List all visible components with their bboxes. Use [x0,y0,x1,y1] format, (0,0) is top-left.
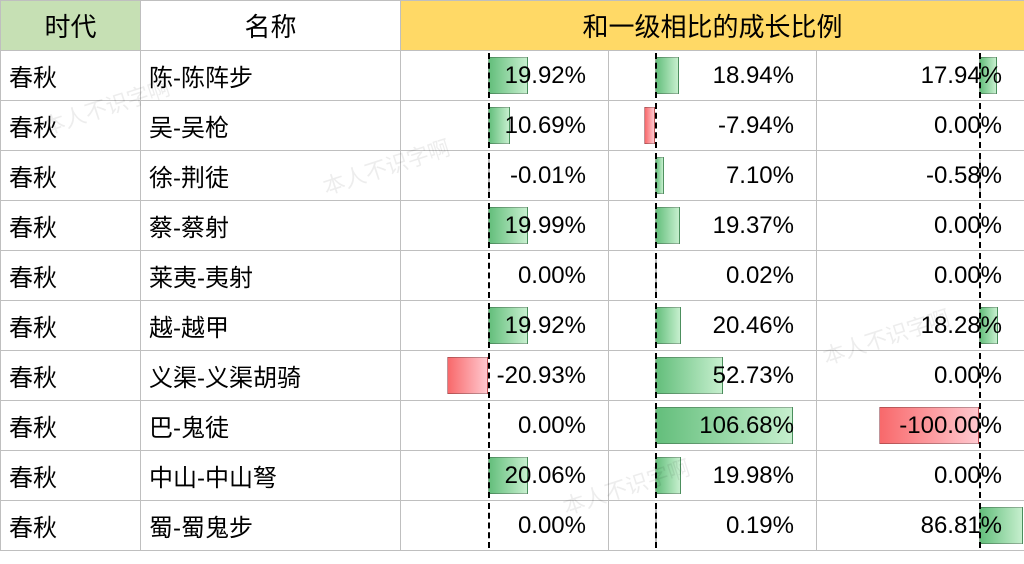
cell-value: 0.00% [817,351,1024,401]
cell-value: -100.00% [817,401,1024,451]
cell-era: 春秋 [1,501,141,551]
cell-name: 蜀-蜀鬼步 [141,501,401,551]
value-text: 19.92% [505,312,586,339]
table-row: 春秋莱夷-夷射 0.00% 0.02% 0.00% [1,251,1024,301]
cell-value: 19.92% [401,301,609,351]
table-row: 春秋中山-中山弩 20.06% 19.98% 0.00% [1,451,1024,501]
cell-name: 蔡-蔡射 [141,201,401,251]
cell-value: 19.92% [401,51,609,101]
cell-era: 春秋 [1,151,141,201]
table-row: 春秋吴-吴枪 10.69% -7.94% 0.00% [1,101,1024,151]
cell-value: 0.00% [817,101,1024,151]
cell-value: 18.28% [817,301,1024,351]
cell-era: 春秋 [1,351,141,401]
value-text: -20.93% [497,362,586,389]
header-row: 时代 名称 和一级相比的成长比例 [1,1,1024,51]
value-text: 18.28% [921,312,1002,339]
table-row: 春秋义渠-义渠胡骑 -20.93% 52.73% 0.00% [1,351,1024,401]
value-text: 0.02% [726,262,794,289]
table-row: 春秋徐-荆徒 -0.01% 7.10% -0.58% [1,151,1024,201]
cell-value: 0.02% [609,251,817,301]
cell-name: 徐-荆徒 [141,151,401,201]
value-text: 0.19% [726,512,794,539]
cell-value: 0.00% [401,401,609,451]
cell-name: 莱夷-夷射 [141,251,401,301]
cell-value: 18.94% [609,51,817,101]
cell-name: 陈-陈阵步 [141,51,401,101]
cell-era: 春秋 [1,301,141,351]
value-text: -0.58% [926,162,1002,189]
value-text: 20.06% [505,462,586,489]
cell-era: 春秋 [1,251,141,301]
cell-value: 19.98% [609,451,817,501]
cell-value: 7.10% [609,151,817,201]
cell-value: 0.00% [401,251,609,301]
cell-value: 0.19% [609,501,817,551]
cell-value: 0.00% [817,451,1024,501]
table-row: 春秋蔡-蔡射 19.99% 19.37% 0.00% [1,201,1024,251]
cell-value: 0.00% [401,501,609,551]
cell-value: 0.00% [817,251,1024,301]
cell-value: -20.93% [401,351,609,401]
header-values: 和一级相比的成长比例 [401,1,1024,51]
cell-value: -0.01% [401,151,609,201]
table-row: 春秋巴-鬼徒 0.00% 106.68% -100.00% [1,401,1024,451]
value-text: 17.94% [921,62,1002,89]
table-row: 春秋陈-陈阵步 19.92% 18.94% 17.94% [1,51,1024,101]
cell-name: 越-越甲 [141,301,401,351]
value-text: 0.00% [518,412,586,439]
value-text: 19.98% [713,462,794,489]
cell-value: 86.81% [817,501,1024,551]
cell-value: 52.73% [609,351,817,401]
cell-name: 巴-鬼徒 [141,401,401,451]
value-text: 19.99% [505,212,586,239]
cell-name: 义渠-义渠胡骑 [141,351,401,401]
cell-name: 吴-吴枪 [141,101,401,151]
value-text: 52.73% [713,362,794,389]
header-name: 名称 [141,1,401,51]
value-text: 0.00% [934,462,1002,489]
cell-name: 中山-中山弩 [141,451,401,501]
value-text: 18.94% [713,62,794,89]
cell-value: 17.94% [817,51,1024,101]
value-text: 7.10% [726,162,794,189]
value-text: 0.00% [518,512,586,539]
cell-era: 春秋 [1,451,141,501]
value-text: 0.00% [934,212,1002,239]
value-text: 0.00% [934,112,1002,139]
value-text: 19.92% [505,62,586,89]
table-row: 春秋越-越甲 19.92% 20.46% 18.28% [1,301,1024,351]
value-text: 106.68% [699,412,794,439]
value-text: 19.37% [713,212,794,239]
cell-value: 20.06% [401,451,609,501]
table-row: 春秋蜀-蜀鬼步 0.00% 0.19% 86.81% [1,501,1024,551]
value-text: 20.46% [713,312,794,339]
value-text: 0.00% [934,262,1002,289]
cell-era: 春秋 [1,101,141,151]
header-era: 时代 [1,1,141,51]
cell-value: 0.00% [817,201,1024,251]
value-text: 0.00% [934,362,1002,389]
cell-value: 106.68% [609,401,817,451]
value-text: 10.69% [505,112,586,139]
cell-value: 19.37% [609,201,817,251]
growth-table: 时代 名称 和一级相比的成长比例 春秋陈-陈阵步19.92%18.94%17.9… [0,0,1024,551]
cell-value: -7.94% [609,101,817,151]
value-text: -0.01% [510,162,586,189]
cell-era: 春秋 [1,51,141,101]
value-text: 0.00% [518,262,586,289]
value-text: 86.81% [921,512,1002,539]
cell-era: 春秋 [1,401,141,451]
cell-era: 春秋 [1,201,141,251]
cell-value: -0.58% [817,151,1024,201]
value-text: -100.00% [899,412,1002,439]
cell-value: 20.46% [609,301,817,351]
value-text: -7.94% [718,112,794,139]
cell-value: 19.99% [401,201,609,251]
cell-value: 10.69% [401,101,609,151]
